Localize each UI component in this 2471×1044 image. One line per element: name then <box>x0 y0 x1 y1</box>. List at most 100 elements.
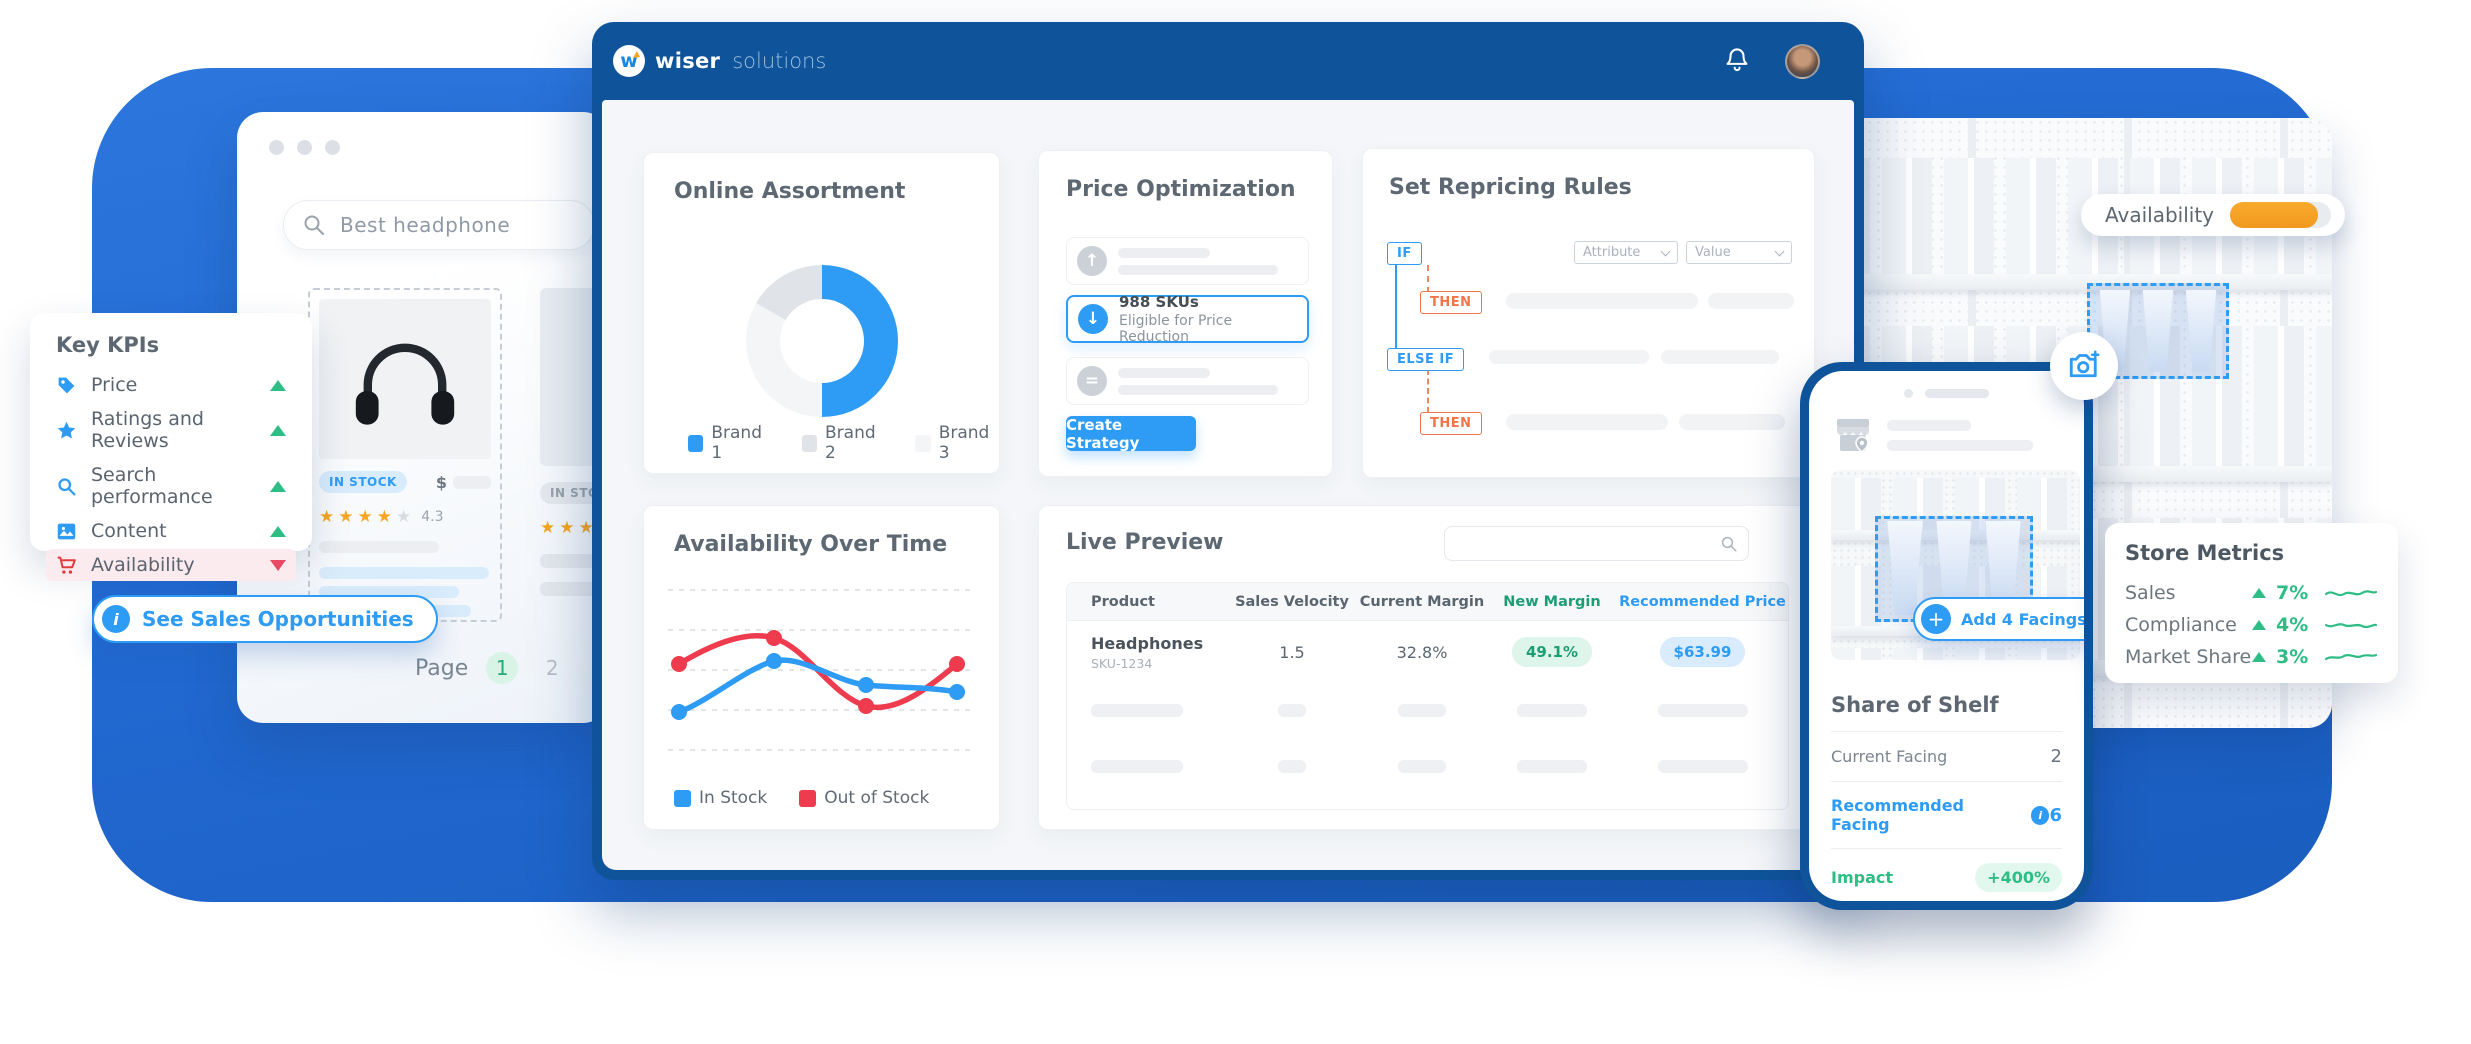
availability-toggle[interactable]: Availability <box>2081 194 2345 236</box>
else-if-block[interactable]: ELSE IF <box>1387 348 1465 371</box>
kpi-row-availability[interactable]: Availability <box>46 549 296 581</box>
impact-row: Impact +400% <box>1831 863 2062 892</box>
card-title: Set Repricing Rules <box>1389 175 1632 200</box>
row-value: 6 <box>2049 804 2062 826</box>
legend-swatch <box>801 434 818 452</box>
availability-label: Availability <box>2105 203 2215 227</box>
add-facings-button[interactable]: + Add 4 Facings <box>1913 597 2084 641</box>
logo-mark: w <box>613 45 645 77</box>
chart-legend: In Stock Out of Stock <box>674 788 929 808</box>
store-metrics-panel: Store Metrics Sales 7% Compliance 4% Mar… <box>2105 523 2398 683</box>
kpi-label: Availability <box>91 554 195 576</box>
trend-up-icon <box>270 525 286 537</box>
add-facings-label: Add 4 Facings <box>1961 609 2084 629</box>
impact-value: +400% <box>1975 863 2062 892</box>
phone-screen: + Add 4 Facings Share of Shelf Current F… <box>1809 371 2084 901</box>
kpi-row-ratings[interactable]: Ratings and Reviews <box>46 403 296 457</box>
trend-up-icon <box>2252 652 2266 662</box>
create-strategy-button[interactable]: Create Strategy <box>1066 416 1196 452</box>
attribute-dropdown[interactable]: Attribute <box>1574 241 1678 264</box>
rating-value: 4.3 <box>421 509 444 525</box>
placeholder-bar <box>1489 350 1649 364</box>
price-symbol: $ <box>435 472 447 492</box>
strategy-option-increase[interactable]: ↑ <box>1066 237 1309 285</box>
recommended-price-value: $63.99 <box>1659 637 1746 667</box>
window-controls <box>269 140 340 155</box>
strategy-option-reduction[interactable]: ↓ 988 SKUs Eligible for Price Reduction <box>1066 293 1309 345</box>
placeholder-bar <box>1118 367 1210 378</box>
recommended-facing-row: Recommended Facing i 6 <box>1831 796 2062 834</box>
camera-capture-button[interactable] <box>2050 332 2118 400</box>
availability-progress-fill <box>2230 202 2319 228</box>
rule-connector-solid <box>1395 263 1397 349</box>
arrow-down-icon: ↓ <box>1078 304 1108 334</box>
placeholder-bar <box>1661 350 1779 364</box>
row-label: Recommended Facing <box>1831 796 1964 834</box>
info-icon: i <box>102 605 130 633</box>
dropdown-placeholder: Value <box>1695 245 1731 260</box>
live-preview-card: Live Preview Product Sales Velocity Curr… <box>1038 505 1815 830</box>
metric-label: Market Share <box>2125 646 2252 668</box>
product-sku: SKU-1234 <box>1091 655 1153 671</box>
rule-connector-dashed <box>1427 369 1429 413</box>
placeholder-bar <box>1118 264 1278 275</box>
table-row[interactable]: Headphones SKU-1234 1.5 32.8% 49.1% $63.… <box>1067 621 1788 683</box>
sales-velocity-value: 1.5 <box>1279 642 1305 662</box>
metric-value: 4% <box>2276 614 2309 636</box>
tag-icon <box>58 377 75 393</box>
then-block[interactable]: THEN <box>1420 291 1482 314</box>
strategy-option-hold[interactable]: = <box>1066 357 1309 405</box>
trend-up-icon <box>270 480 286 492</box>
sku-description: Eligible for Price Reduction <box>1119 313 1233 345</box>
metric-value: 3% <box>2276 646 2309 668</box>
kpi-label: Search performance <box>91 464 213 508</box>
page-1[interactable]: 1 <box>486 652 519 684</box>
column-header-new-margin: New Margin <box>1503 593 1601 610</box>
kpi-row-search[interactable]: Search performance <box>46 459 296 513</box>
dropdown-placeholder: Attribute <box>1583 245 1641 260</box>
star-rating: ★ ★ ★ <box>540 518 594 538</box>
trend-up-icon <box>270 424 286 436</box>
dashboard-header: w wiser solutions <box>592 22 1864 100</box>
chevron-down-icon <box>1774 246 1785 256</box>
placeholder-bar <box>453 475 491 489</box>
availability-over-time-card: Availability Over Time In Stock Out of S… <box>643 505 1000 830</box>
placeholder-bar <box>319 567 489 579</box>
sparkline <box>2324 623 2378 629</box>
star-rating: ★ ★ ★ ★ ★ 4.3 <box>319 507 444 527</box>
brand-name: wiser <box>655 49 721 73</box>
if-block[interactable]: IF <box>1387 242 1422 265</box>
cart-icon <box>57 556 76 574</box>
placeholder-bar <box>1708 293 1794 309</box>
online-assortment-card: Online Assortment Brand 1 Brand 2 Brand … <box>643 152 1000 474</box>
product-card[interactable]: IN STOCK $ ★ ★ ★ ★ ★ 4.3 <box>308 288 502 622</box>
shelf-products-row <box>1831 648 2080 660</box>
table-header-row: Product Sales Velocity Current Margin Ne… <box>1067 583 1788 621</box>
shelf-bar <box>1820 274 2332 290</box>
search-input[interactable]: Best headphone <box>283 200 595 250</box>
kpi-row-content[interactable]: Content <box>46 515 296 547</box>
metric-row-sales: Sales 7% <box>2125 577 2378 609</box>
page-2[interactable]: 2 <box>545 656 559 680</box>
brand-suffix: solutions <box>732 49 827 73</box>
kpi-row-price[interactable]: Price <box>46 369 296 401</box>
equals-icon: = <box>1077 366 1107 396</box>
assortment-legend: Brand 1 Brand 2 Brand 3 <box>688 423 999 463</box>
preview-table: Product Sales Velocity Current Margin Ne… <box>1066 582 1789 810</box>
info-icon[interactable]: i <box>2030 805 2050 825</box>
value-dropdown[interactable]: Value <box>1686 241 1792 264</box>
table-search-input[interactable] <box>1444 526 1749 561</box>
see-sales-opportunities-button[interactable]: i See Sales Opportunities <box>92 595 438 643</box>
trend-up-icon <box>2252 588 2266 598</box>
metric-value: 7% <box>2276 582 2309 604</box>
headphones-image <box>355 343 455 425</box>
notifications-bell-icon[interactable] <box>1723 46 1751 76</box>
set-repricing-rules-card: Set Repricing Rules IF Attribute Value T… <box>1362 148 1815 478</box>
legend-label: Brand 2 <box>825 423 876 463</box>
trend-up-icon <box>270 379 286 391</box>
then-block[interactable]: THEN <box>1420 412 1482 435</box>
pagination: Page 1 2 3 <box>415 652 609 684</box>
user-avatar[interactable] <box>1785 43 1820 79</box>
camera-plus-icon <box>2069 350 2100 378</box>
